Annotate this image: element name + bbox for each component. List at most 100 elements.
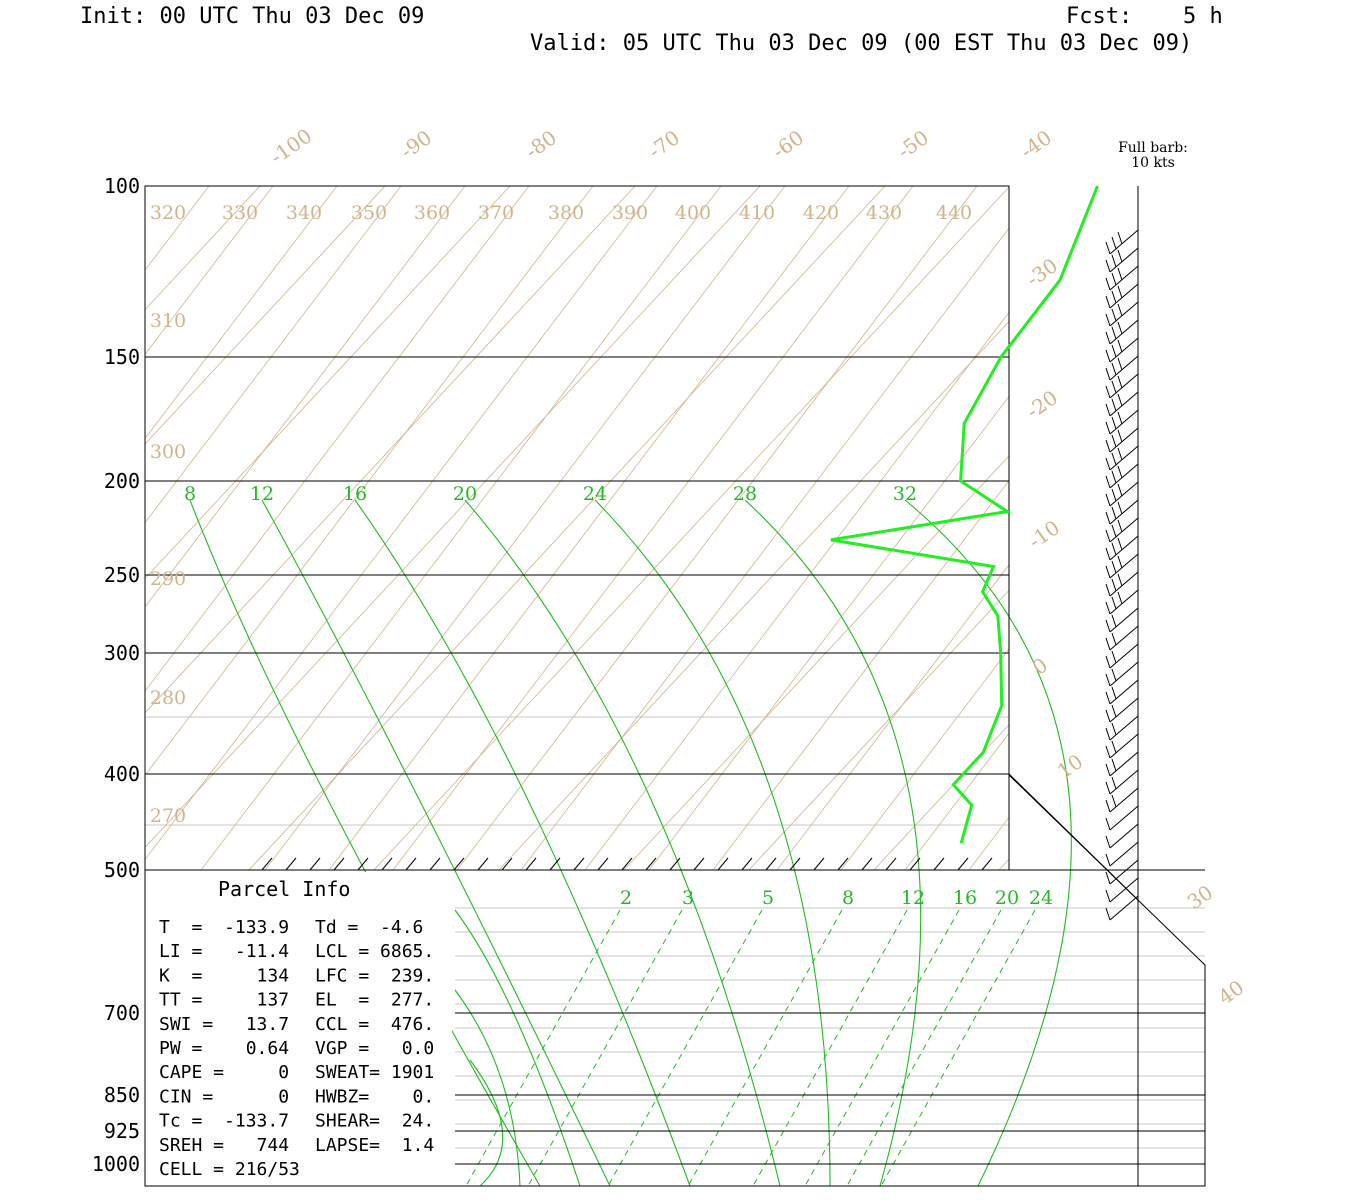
parcel-row-right: Td = -4.6	[315, 917, 423, 938]
wind-barb-feather	[1117, 357, 1123, 371]
wind-barb-feather	[1105, 835, 1111, 849]
wind-barb-feather	[1111, 578, 1117, 592]
wind-barb-feather	[1111, 416, 1117, 430]
hatch-mark	[741, 857, 753, 871]
wind-barb-feather	[1105, 601, 1111, 615]
theta-label: 420	[803, 202, 839, 224]
temperature-label: -10	[1024, 515, 1064, 553]
dry-adiabat-line	[456, 186, 978, 870]
wind-barb-feather	[1105, 907, 1111, 921]
mixing-ratio-label: 3	[682, 887, 694, 909]
mixing-ratio-dashed	[607, 909, 763, 1187]
wind-barb-feather	[1105, 421, 1111, 435]
moist-adiabat-curve	[464, 499, 781, 1187]
wind-barb-feather	[1111, 308, 1117, 322]
dry-adiabat-line	[200, 186, 722, 870]
mixing-ratio-dashed	[687, 909, 843, 1187]
wind-barb-feather	[1105, 259, 1111, 273]
wind-barb-feather	[1105, 691, 1111, 705]
isotherm-line	[1124, 186, 1350, 870]
wind-barb-feather	[1111, 452, 1117, 466]
mixing-ratio-dashed	[527, 909, 683, 1187]
wind-barb-staff	[1109, 859, 1139, 885]
mixing-ratio-label: 8	[184, 483, 196, 505]
hatch-mark	[909, 857, 921, 871]
wind-barb-feather	[1111, 722, 1117, 736]
wind-barb-feather	[1117, 429, 1123, 443]
temperature-label: -20	[1022, 385, 1062, 423]
hatch-mark	[405, 857, 417, 871]
wind-barb-feather	[1117, 339, 1123, 353]
pressure-label: 1000	[92, 1152, 140, 1176]
theta-label: 310	[150, 310, 186, 332]
theta-label: 350	[351, 202, 387, 224]
wind-barb-staff	[1109, 481, 1139, 507]
wind-barb-feather	[1105, 241, 1111, 255]
hatch-mark	[717, 857, 729, 871]
wind-barb-staff	[1109, 589, 1139, 615]
isotherm-line	[248, 186, 886, 870]
hatch-mark	[885, 857, 897, 871]
dry-adiabat-line	[145, 186, 594, 776]
wind-barb-feather	[1117, 501, 1123, 515]
wind-barb-staff	[1109, 445, 1139, 471]
temperature-label: -80	[521, 125, 561, 163]
wind-barb-feather	[1117, 573, 1123, 587]
wind-barb-feather	[1105, 295, 1111, 309]
moist-adiabat-curve	[594, 499, 831, 1187]
hatch-mark	[957, 857, 969, 871]
temperature-profile-line	[830, 185, 1099, 844]
wind-barb-staff	[1109, 805, 1139, 831]
isotherms	[145, 186, 1350, 870]
hatch-mark	[573, 857, 585, 871]
parcel-title: Parcel Info	[218, 877, 350, 901]
isotherm-line	[145, 186, 511, 580]
hatch-mark	[309, 857, 321, 871]
wind-barb-feather	[1117, 555, 1123, 569]
wind-barb-staff	[1109, 733, 1139, 759]
wind-barb-feather	[1111, 650, 1117, 664]
parcel-row-right: HWBZ= 0.	[315, 1086, 434, 1107]
moist-adiabat-curve	[744, 499, 922, 1187]
wind-barb-feather	[1111, 470, 1117, 484]
theta-label: 340	[286, 202, 322, 224]
wind-barb-staff	[1109, 319, 1139, 345]
pressure-label: 500	[104, 858, 140, 882]
dry-adiabat-line	[520, 227, 1009, 870]
isotherm-line	[373, 186, 1009, 870]
forecast-hour: 5 h	[1183, 4, 1223, 29]
wind-barb-feather	[1105, 403, 1111, 417]
upper-frame	[144, 185, 1010, 871]
parcel-row-right: SWEAT= 1901	[315, 1062, 434, 1083]
pressure-label: 200	[104, 469, 140, 493]
wind-barb-feather	[1105, 547, 1111, 561]
parcel-row-left: LI = -11.4	[159, 941, 289, 962]
parcel-row-left: K = 134	[159, 965, 289, 986]
pressure-label: 700	[104, 1001, 140, 1025]
pressure-label: 150	[104, 345, 140, 369]
moist-adiabat-curve	[454, 909, 581, 1187]
theta-label: 270	[150, 805, 186, 827]
parcel-row-left: CAPE = 0	[159, 1062, 289, 1083]
wind-barb-feather	[1117, 285, 1123, 299]
wind-barb-staff	[1109, 895, 1139, 921]
wind-barb-feather	[1105, 277, 1111, 291]
wind-barb-staff	[1109, 355, 1139, 381]
temperature-label: -40	[1016, 125, 1056, 163]
hatch-mark	[861, 857, 873, 871]
mixing-ratio-label: 28	[733, 483, 757, 505]
theta-label: 430	[866, 202, 902, 224]
pressure-label: 925	[104, 1119, 140, 1143]
parcel-row-right: EL = 277.	[315, 990, 434, 1011]
wind-barb-feather	[1105, 637, 1111, 651]
wind-barb-staff	[1109, 715, 1139, 741]
dry-adiabat-line	[145, 186, 402, 524]
wind-barb-staff	[1109, 337, 1139, 363]
parcel-row-right: LFC = 239.	[315, 965, 434, 986]
wind-barb-feather	[1117, 447, 1123, 461]
dry-adiabat-line	[776, 564, 1009, 870]
wind-barb-feather	[1111, 326, 1117, 340]
isotherm-line	[145, 186, 261, 311]
hatch-mark	[669, 857, 681, 871]
